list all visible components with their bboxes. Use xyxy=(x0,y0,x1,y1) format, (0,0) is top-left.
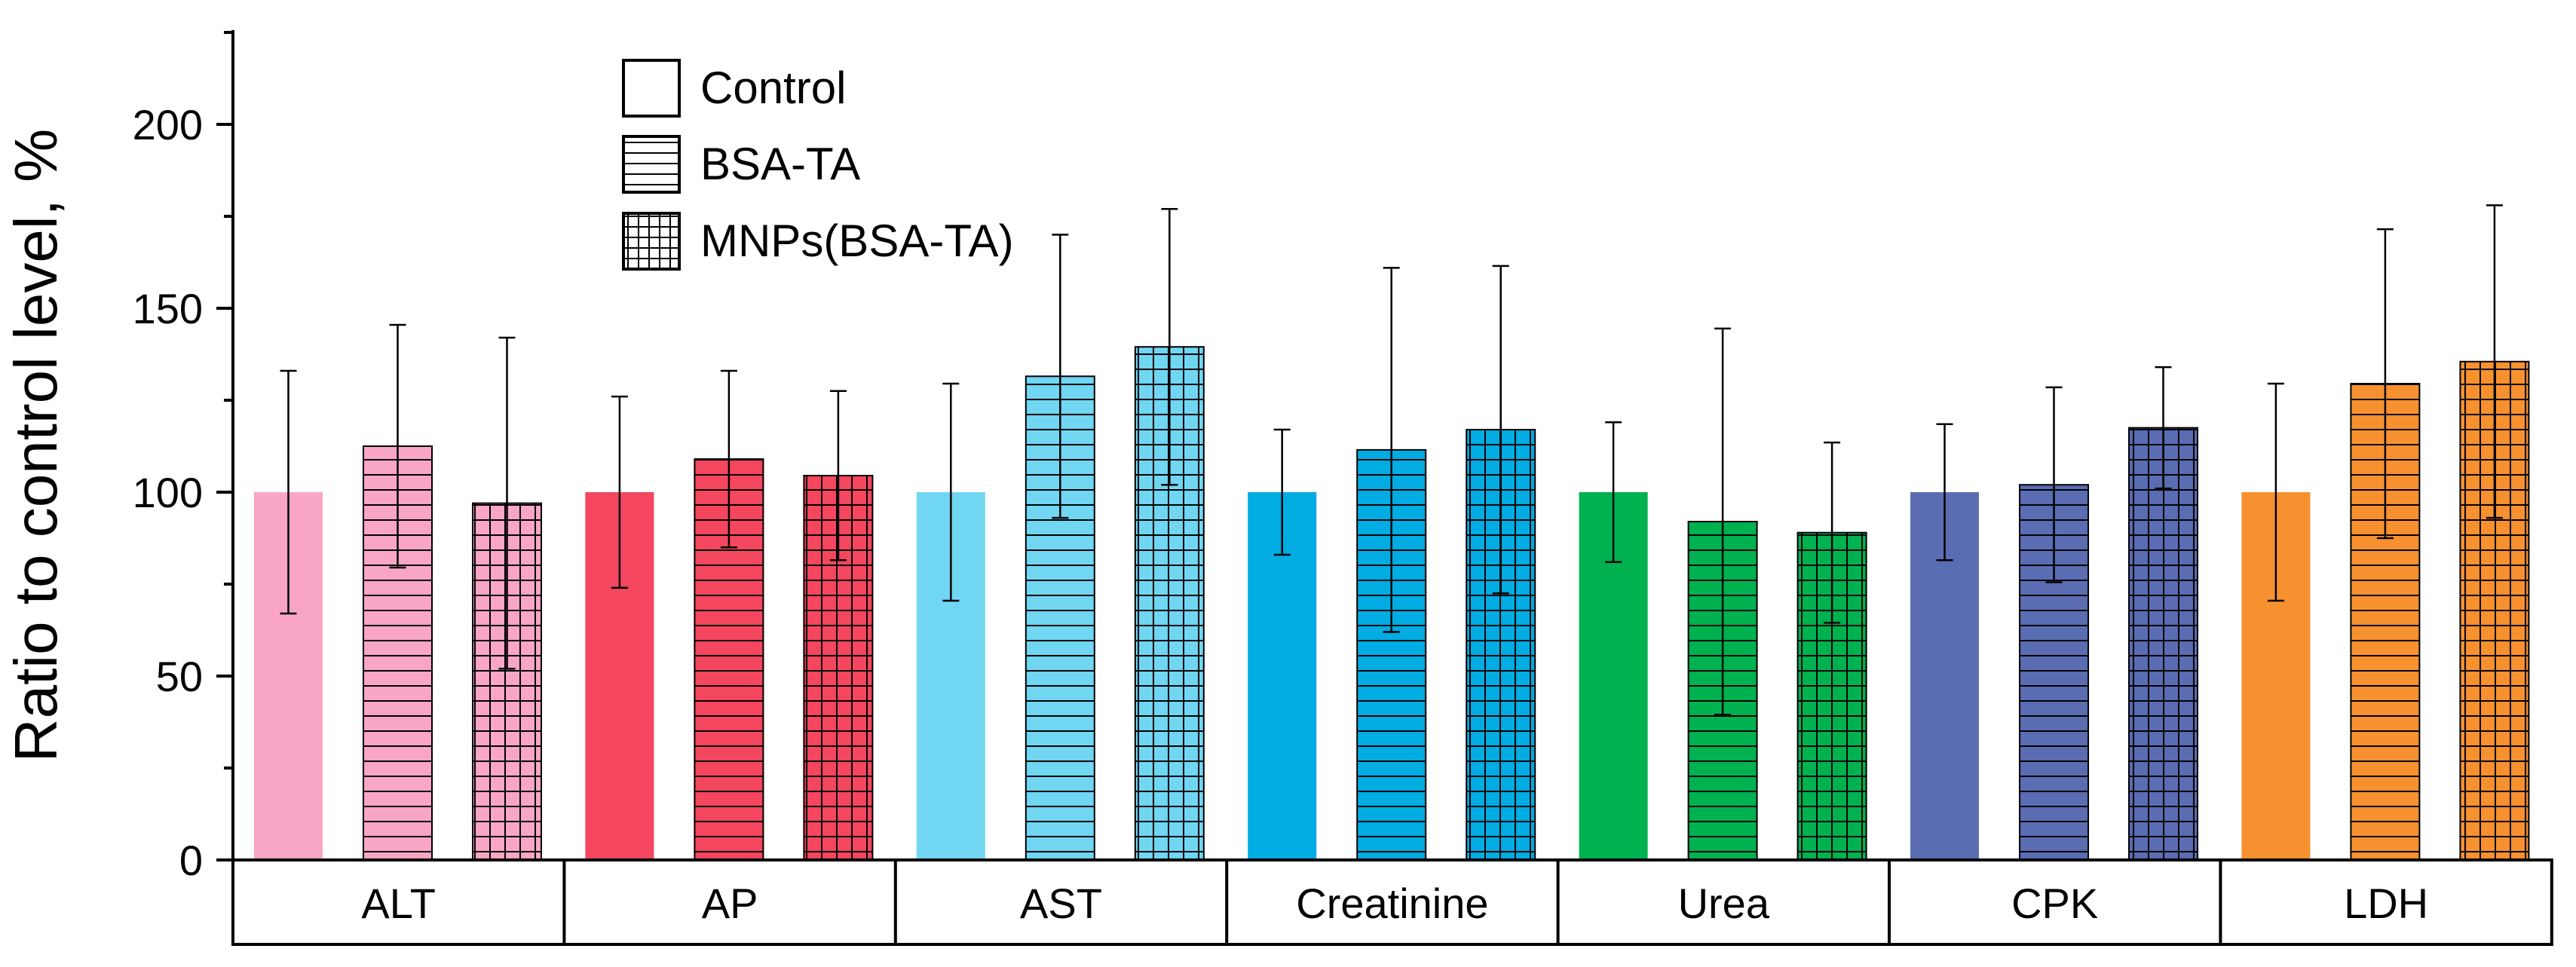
y-tick-label: 150 xyxy=(133,285,203,332)
y-axis-label: Ratio to control level, % xyxy=(2,129,69,762)
category-label-cpk: CPK xyxy=(2011,880,2098,927)
category-label-ast: AST xyxy=(1020,880,1102,927)
legend: Control BSA-TA MNPs(BSA-TA) xyxy=(622,59,1014,271)
category-axis: ALT AP AST Creatinine Urea CPK LDH xyxy=(231,858,2553,946)
category-label-urea: Urea xyxy=(1678,880,1770,927)
legend-label-0: Control xyxy=(700,63,846,113)
category-label-ldh: LDH xyxy=(2344,880,2428,927)
y-tick-label: 50 xyxy=(156,653,203,700)
bar-cpk-2 xyxy=(2128,427,2198,861)
error-bars xyxy=(280,204,2503,716)
legend-swatch-1 xyxy=(622,135,681,194)
legend-label-2: MNPs(BSA-TA) xyxy=(700,216,1014,266)
category-box-frame xyxy=(231,858,2553,946)
category-label-alt: ALT xyxy=(361,880,436,927)
y-axis-ticks: 0 50 100 150 200 xyxy=(133,31,233,884)
y-tick-label: 0 xyxy=(179,837,203,884)
y-tick-label: 100 xyxy=(133,469,203,516)
legend-swatch-0 xyxy=(622,59,681,118)
legend-swatch-2 xyxy=(622,212,681,271)
category-label-creatinine: Creatinine xyxy=(1296,880,1488,927)
category-label-ap: AP xyxy=(702,880,758,927)
legend-label-1: BSA-TA xyxy=(700,139,860,189)
y-tick-label: 200 xyxy=(133,101,203,148)
